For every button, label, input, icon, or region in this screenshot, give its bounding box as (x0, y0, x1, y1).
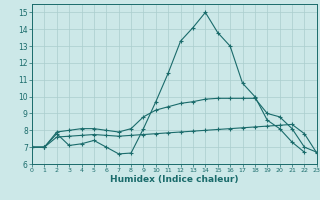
X-axis label: Humidex (Indice chaleur): Humidex (Indice chaleur) (110, 175, 239, 184)
